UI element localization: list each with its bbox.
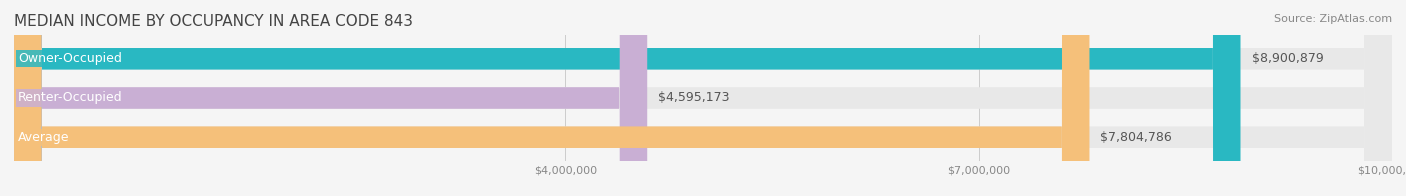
Text: Owner-Occupied: Owner-Occupied [18, 52, 122, 65]
FancyBboxPatch shape [14, 0, 1392, 196]
Text: Renter-Occupied: Renter-Occupied [18, 92, 122, 104]
Text: $4,595,173: $4,595,173 [658, 92, 730, 104]
FancyBboxPatch shape [14, 0, 1392, 196]
FancyBboxPatch shape [14, 0, 1090, 196]
FancyBboxPatch shape [14, 0, 1240, 196]
Text: Average: Average [18, 131, 70, 144]
Text: $7,804,786: $7,804,786 [1101, 131, 1173, 144]
Text: $8,900,879: $8,900,879 [1251, 52, 1323, 65]
FancyBboxPatch shape [14, 0, 1392, 196]
Text: MEDIAN INCOME BY OCCUPANCY IN AREA CODE 843: MEDIAN INCOME BY OCCUPANCY IN AREA CODE … [14, 14, 413, 29]
Text: Source: ZipAtlas.com: Source: ZipAtlas.com [1274, 14, 1392, 24]
FancyBboxPatch shape [14, 0, 647, 196]
